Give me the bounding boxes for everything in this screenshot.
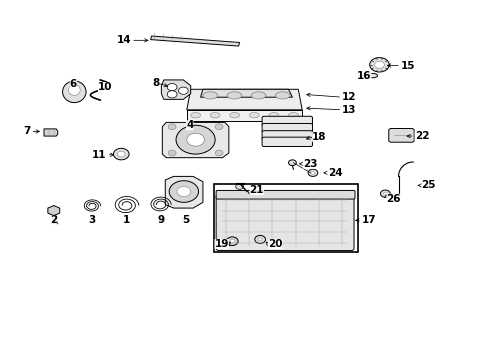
Text: 25: 25: [421, 180, 435, 190]
FancyBboxPatch shape: [262, 137, 312, 147]
Bar: [214, 184, 358, 252]
Ellipse shape: [226, 92, 241, 99]
Text: 17: 17: [361, 215, 376, 225]
Polygon shape: [162, 122, 228, 158]
Circle shape: [176, 125, 215, 154]
Text: 24: 24: [327, 168, 342, 178]
Circle shape: [186, 133, 204, 146]
FancyBboxPatch shape: [216, 194, 353, 251]
Polygon shape: [165, 176, 203, 208]
Text: 26: 26: [386, 194, 400, 204]
Polygon shape: [186, 110, 302, 121]
FancyBboxPatch shape: [388, 129, 413, 142]
Text: 7: 7: [23, 126, 30, 136]
Circle shape: [117, 151, 125, 157]
Circle shape: [215, 124, 223, 130]
Text: 23: 23: [303, 159, 317, 169]
Circle shape: [307, 169, 317, 176]
Ellipse shape: [68, 85, 80, 95]
Text: 19: 19: [214, 239, 228, 249]
Circle shape: [177, 186, 190, 197]
Circle shape: [235, 184, 243, 189]
Ellipse shape: [203, 92, 217, 99]
Ellipse shape: [62, 81, 86, 103]
Circle shape: [226, 237, 238, 246]
Text: 16: 16: [356, 71, 371, 81]
Circle shape: [310, 171, 314, 174]
FancyBboxPatch shape: [262, 131, 312, 140]
Text: 10: 10: [98, 82, 112, 92]
Circle shape: [369, 58, 388, 72]
Text: 21: 21: [249, 185, 264, 195]
Circle shape: [168, 124, 176, 130]
Text: 1: 1: [122, 215, 129, 225]
Circle shape: [258, 238, 262, 241]
Circle shape: [254, 235, 265, 243]
Ellipse shape: [210, 112, 220, 118]
Ellipse shape: [288, 112, 298, 118]
Circle shape: [167, 84, 177, 91]
Circle shape: [169, 181, 198, 202]
Polygon shape: [48, 206, 60, 216]
Text: 6: 6: [70, 78, 77, 89]
Circle shape: [380, 190, 389, 197]
Ellipse shape: [229, 112, 239, 118]
Circle shape: [167, 91, 177, 98]
Circle shape: [383, 192, 386, 195]
Text: 2: 2: [50, 215, 57, 225]
Circle shape: [178, 87, 188, 94]
Circle shape: [113, 148, 129, 160]
Text: 18: 18: [311, 132, 326, 142]
FancyBboxPatch shape: [262, 116, 312, 126]
Ellipse shape: [249, 112, 259, 118]
Text: 22: 22: [414, 131, 428, 141]
Circle shape: [288, 160, 296, 166]
Ellipse shape: [275, 92, 289, 99]
Circle shape: [374, 61, 384, 68]
Circle shape: [215, 150, 223, 156]
Polygon shape: [44, 129, 58, 136]
FancyBboxPatch shape: [262, 123, 312, 133]
Text: 3: 3: [88, 215, 95, 225]
Polygon shape: [186, 89, 302, 110]
Text: 12: 12: [342, 92, 356, 102]
Text: 13: 13: [342, 105, 356, 115]
Text: 20: 20: [267, 239, 282, 249]
Polygon shape: [150, 36, 239, 46]
Circle shape: [168, 150, 176, 156]
Circle shape: [229, 239, 234, 243]
Text: 4: 4: [185, 120, 193, 130]
Text: 11: 11: [92, 150, 106, 160]
Text: 8: 8: [153, 78, 160, 88]
Text: 14: 14: [116, 35, 131, 45]
Ellipse shape: [367, 73, 377, 78]
Text: 9: 9: [158, 215, 164, 225]
Polygon shape: [161, 80, 190, 99]
Text: 5: 5: [182, 215, 189, 225]
Ellipse shape: [251, 92, 265, 99]
Ellipse shape: [190, 112, 200, 118]
Ellipse shape: [268, 112, 278, 118]
Text: 15: 15: [400, 60, 415, 71]
Polygon shape: [200, 89, 292, 97]
FancyBboxPatch shape: [216, 190, 354, 199]
